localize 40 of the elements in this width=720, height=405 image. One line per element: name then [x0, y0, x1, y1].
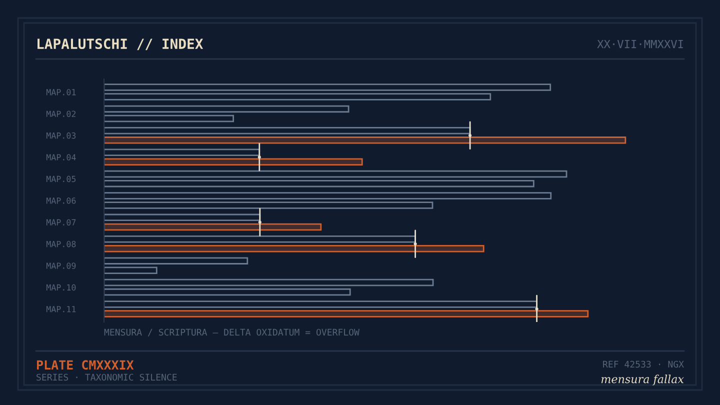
bar	[104, 245, 484, 252]
bar	[104, 288, 351, 296]
chart-subtitle: XX·VII·MMXXVI	[597, 40, 683, 48]
bar	[104, 223, 322, 231]
y-tick-label: MAP.09	[46, 262, 76, 269]
bar	[104, 180, 534, 188]
bar	[104, 158, 363, 166]
y-tick-label: MAP.10	[46, 284, 76, 291]
bar	[104, 84, 552, 91]
bar	[104, 257, 248, 264]
bar	[104, 170, 568, 178]
y-tick-label: MAP.03	[46, 132, 76, 139]
chart-title: LAPALUTSCHI // INDEX	[38, 38, 204, 50]
y-tick-label: MAP.02	[46, 110, 76, 118]
bar	[104, 310, 589, 318]
bar	[104, 136, 626, 144]
bar	[104, 202, 434, 209]
bar	[104, 127, 471, 134]
text: SERIES · TAXONOMIC SILENCE	[36, 374, 177, 381]
y-tick-label: MAP.05	[46, 176, 76, 182]
y-tick-label: MAP.08	[46, 240, 76, 248]
bar	[104, 148, 260, 156]
text: mensura fallax	[601, 374, 684, 386]
text: PLATE CMXXXIX	[36, 360, 134, 370]
bar	[104, 266, 158, 274]
bar	[104, 235, 416, 243]
bar	[104, 93, 492, 100]
bar	[104, 278, 434, 286]
bar	[104, 114, 234, 122]
y-tick-label: MAP.01	[46, 89, 76, 96]
text: MENSURA / SCRIPTURA — DELTA OXIDATUM = OVERFLOW	[104, 328, 360, 336]
y-tick-label: MAP.06	[46, 198, 76, 204]
y-tick-label: MAP.11	[46, 306, 76, 312]
bar	[104, 192, 552, 200]
bar	[104, 300, 538, 308]
bar	[104, 105, 350, 113]
text: REF 42533 · NGX	[603, 360, 684, 368]
y-tick-label: MAP.07	[46, 219, 76, 226]
y-tick-label: MAP.04	[46, 154, 76, 160]
bar	[104, 214, 261, 222]
